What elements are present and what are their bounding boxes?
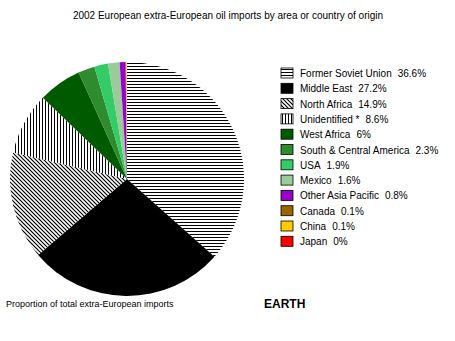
- legend-name: Other Asia Pacific: [300, 190, 379, 201]
- legend-value: 1.6%: [338, 175, 361, 186]
- legend-value: 0.8%: [385, 190, 408, 201]
- legend-value: 0%: [333, 236, 348, 247]
- legend-swatch: [281, 175, 293, 185]
- legend-value: 1.9%: [327, 160, 350, 171]
- legend-value: 36.6%: [398, 68, 426, 79]
- legend-name: China: [300, 221, 327, 232]
- legend-name: Middle East: [300, 83, 352, 94]
- legend-label: North Africa 14.9%: [300, 99, 387, 110]
- legend-label: West Africa 6%: [300, 129, 371, 140]
- legend-swatch: [281, 83, 293, 93]
- legend-label: Former Soviet Union 36.6%: [300, 68, 426, 79]
- pie: [10, 62, 244, 296]
- legend-value: 0.1%: [341, 206, 364, 217]
- legend-value: 8.6%: [365, 114, 388, 125]
- legend-swatch: [281, 99, 293, 109]
- slice: [120, 62, 127, 179]
- legend-swatch: [281, 206, 293, 216]
- legend-value: 27.2%: [358, 83, 386, 94]
- legend-swatch: [281, 190, 293, 200]
- legend-label: USA 1.9%: [300, 160, 349, 171]
- slice: [108, 62, 127, 179]
- legend-name: North Africa: [300, 99, 353, 110]
- slice: [126, 62, 128, 179]
- legend-value: 6%: [356, 129, 371, 140]
- legend-value: 14.9%: [358, 99, 386, 110]
- legend-name: Mexico: [300, 175, 332, 186]
- legend-label: Other Asia Pacific 0.8%: [300, 190, 408, 201]
- legend-swatch: [281, 221, 293, 231]
- legend-name: Japan: [300, 236, 327, 247]
- slice: [127, 62, 128, 179]
- legend-name: USA: [300, 160, 321, 171]
- legend-label: Mexico 1.6%: [300, 175, 361, 186]
- caption: Proportion of total extra-European impor…: [6, 299, 174, 309]
- legend-swatch: [281, 236, 293, 246]
- slice: [126, 62, 127, 179]
- legend-name: South & Central America: [300, 145, 410, 156]
- legend-label: Middle East 27.2%: [300, 83, 387, 94]
- source-label: EARTH: [264, 297, 305, 311]
- chart: 2002 European extra-European oil imports…: [0, 0, 455, 341]
- legend-label: South & Central America 2.3%: [300, 145, 438, 156]
- legend-name: Unidentified *: [300, 114, 360, 125]
- legend-label: Unidentified * 8.6%: [300, 114, 388, 125]
- title: 2002 European extra-European oil imports…: [73, 10, 383, 21]
- legend-label: Japan 0%: [300, 236, 348, 247]
- legend-value: 0.1%: [332, 221, 355, 232]
- legend-swatch: [281, 114, 293, 124]
- legend: Former Soviet Union 36.6% Middle East 27.2%…: [281, 68, 438, 247]
- legend-swatch: [281, 68, 293, 78]
- legend-label: Canada 0.1%: [300, 206, 364, 217]
- legend-name: Canada: [300, 206, 335, 217]
- legend-swatch: [281, 145, 293, 155]
- legend-swatch: [281, 129, 293, 139]
- legend-swatch: [281, 160, 293, 170]
- legend-name: Former Soviet Union: [300, 68, 392, 79]
- legend-name: West Africa: [300, 129, 351, 140]
- legend-label: China 0.1%: [300, 221, 355, 232]
- legend-value: 2.3%: [416, 145, 439, 156]
